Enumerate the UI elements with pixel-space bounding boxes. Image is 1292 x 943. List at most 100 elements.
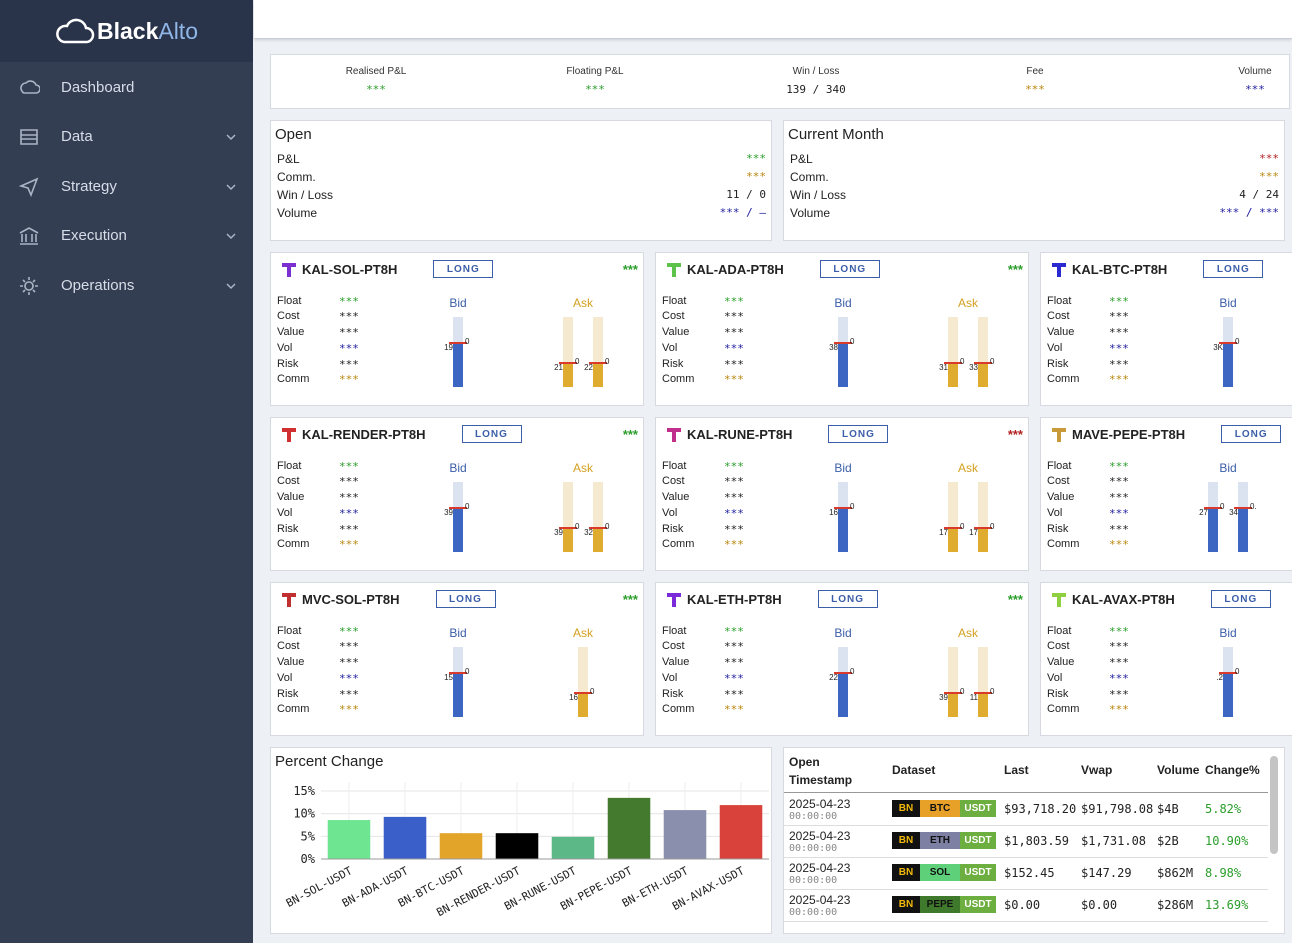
field-label: Risk bbox=[1047, 688, 1069, 700]
field-label: Risk bbox=[277, 688, 299, 700]
field-value: *** bbox=[1109, 491, 1129, 504]
field-value: *** bbox=[724, 310, 744, 323]
gauge-right-label: 0 bbox=[990, 522, 995, 531]
strategy-card[interactable]: KAL-ADA-PT8H LONG *** Float *** Cost *** Value *… bbox=[655, 252, 1029, 406]
strategy-card[interactable]: MVC-SOL-PT8H LONG *** Float *** Cost *** Value *… bbox=[270, 582, 644, 736]
field-label: Vol bbox=[1047, 342, 1063, 354]
gauge-left-label: 16 bbox=[569, 693, 578, 702]
gauge-fill bbox=[593, 528, 603, 552]
field-value: *** bbox=[724, 342, 744, 355]
side-button[interactable]: LONG bbox=[1221, 425, 1282, 443]
field-label: Risk bbox=[662, 523, 684, 535]
strategy-card[interactable]: KAL-SOL-PT8H LONG *** Float *** Cost *** Value *… bbox=[270, 252, 644, 406]
field-value: *** bbox=[339, 373, 359, 386]
bid-label: Bid bbox=[834, 296, 852, 310]
side-button[interactable]: LONG bbox=[817, 590, 878, 608]
field-label: Comm bbox=[662, 373, 695, 385]
change: 10.90% bbox=[1205, 834, 1249, 848]
gauge-fill bbox=[978, 363, 988, 387]
side-button[interactable]: LONG bbox=[1210, 590, 1271, 608]
gauge-track bbox=[948, 482, 958, 552]
field-label: Comm bbox=[277, 373, 310, 385]
field-value: *** bbox=[339, 656, 359, 669]
gauge-right-label: 0 bbox=[465, 502, 470, 511]
menu-item[interactable]: Dashboard bbox=[0, 68, 253, 108]
strategy-card[interactable]: KAL-AVAX-PT8H LONG *** Float *** Cost *** Value… bbox=[1040, 582, 1292, 736]
summary-label: Fee bbox=[1026, 66, 1044, 77]
field-label: Value bbox=[1047, 656, 1075, 668]
gauge-right-label: 0 bbox=[850, 667, 855, 676]
gauge-left-label: 17 bbox=[969, 528, 978, 537]
field-value: *** bbox=[724, 373, 744, 386]
strategy-card[interactable]: MAVE-PEPE-PT8H LONG *** Float *** Cost *** Valu… bbox=[1040, 417, 1292, 571]
card-status: *** bbox=[622, 592, 638, 607]
time: 00:00:00 bbox=[789, 811, 838, 822]
bid-label: Bid bbox=[1219, 626, 1237, 640]
chart: 0%5%10%15%BN-SOL-USDTBN-ADA-USDTBN-BTC-U… bbox=[284, 782, 769, 919]
row-label: P&L bbox=[790, 152, 813, 166]
summary-panel: Realised P&L *** Floating P&L *** Win / Loss… bbox=[270, 54, 1290, 109]
field-value: *** bbox=[724, 460, 744, 473]
change: 5.82% bbox=[1205, 802, 1242, 816]
menu-item[interactable]: Execution bbox=[0, 216, 253, 256]
side-button[interactable]: LONG bbox=[828, 425, 889, 443]
row-label: P&L bbox=[277, 152, 300, 166]
side-button[interactable]: LONG bbox=[435, 590, 496, 608]
field-value: *** bbox=[339, 475, 359, 488]
brand[interactable]: Black Alto bbox=[0, 0, 253, 62]
field-value: *** bbox=[1109, 625, 1129, 638]
field-label: Comm bbox=[662, 538, 695, 550]
card-header: MAVE-PEPE-PT8H LONG bbox=[1072, 425, 1282, 443]
field-value: *** bbox=[339, 703, 359, 716]
field-value: *** bbox=[1109, 538, 1129, 551]
card-status: *** bbox=[1007, 592, 1023, 607]
field-value: *** bbox=[1109, 342, 1129, 355]
icon-shape bbox=[667, 428, 681, 442]
bid-label: Bid bbox=[1219, 296, 1237, 310]
field-label: Vol bbox=[662, 342, 678, 354]
gauge-fill bbox=[453, 508, 463, 552]
card-name: KAL-ADA-PT8H bbox=[687, 261, 784, 277]
side-button[interactable]: LONG bbox=[461, 425, 522, 443]
quote-badge: USDT bbox=[960, 800, 996, 817]
field-value: *** bbox=[1109, 460, 1129, 473]
scrollbar[interactable] bbox=[1270, 756, 1278, 854]
chevron-shape bbox=[226, 233, 236, 240]
gauge-fill bbox=[948, 528, 958, 552]
field-value: *** bbox=[339, 310, 359, 323]
field-value: *** bbox=[1109, 703, 1129, 716]
strategy-card[interactable]: KAL-RENDER-PT8H LONG *** Float *** Cost *** Val… bbox=[270, 417, 644, 571]
gauge-fill bbox=[453, 343, 463, 387]
card-icon bbox=[1052, 593, 1066, 607]
bar bbox=[383, 816, 427, 859]
gauge-track bbox=[978, 482, 988, 552]
strategy-card[interactable]: KAL-BTC-PT8H LONG *** Float *** Cost *** Value *… bbox=[1040, 252, 1292, 406]
quote-badge: USDT bbox=[960, 832, 996, 849]
side-button[interactable]: LONG bbox=[433, 260, 494, 278]
bid-label: Bid bbox=[834, 626, 852, 640]
gauge-left-label: 22 bbox=[584, 363, 593, 372]
panel-title: Current Month bbox=[788, 126, 884, 143]
side-button[interactable]: LONG bbox=[819, 260, 880, 278]
gauge-left-label: 21 bbox=[554, 363, 563, 372]
field-value: *** bbox=[339, 326, 359, 339]
side-button[interactable]: LONG bbox=[1203, 260, 1264, 278]
gauge-line bbox=[589, 527, 607, 529]
ask-label: Ask bbox=[957, 461, 978, 475]
strategy-card[interactable]: KAL-ETH-PT8H LONG *** Float *** Cost *** Value *… bbox=[655, 582, 1029, 736]
menu-item[interactable]: Operations bbox=[0, 266, 253, 306]
menu-item[interactable]: Data bbox=[0, 117, 253, 157]
field-label: Comm bbox=[662, 703, 695, 715]
ask-label: Ask bbox=[957, 626, 978, 640]
time: 00:00:00 bbox=[789, 875, 838, 886]
field-value: *** bbox=[1109, 358, 1129, 371]
gauge-line bbox=[449, 672, 467, 674]
icon-shape bbox=[667, 263, 681, 277]
menu-item[interactable]: Strategy bbox=[0, 167, 253, 207]
card-header: KAL-AVAX-PT8H LONG bbox=[1072, 590, 1271, 608]
row-value: *** bbox=[746, 152, 766, 165]
strategy-card[interactable]: KAL-RUNE-PT8H LONG *** Float *** Cost *** Value… bbox=[655, 417, 1029, 571]
field-label: Cost bbox=[662, 310, 685, 322]
last: $93,718.20 bbox=[1004, 802, 1077, 816]
field-label: Cost bbox=[662, 640, 685, 652]
